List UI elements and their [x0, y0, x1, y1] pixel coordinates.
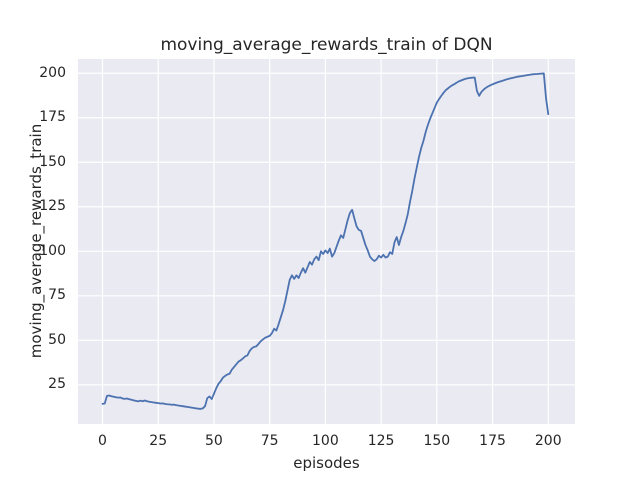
x-tick-label: 150 [423, 433, 451, 449]
x-tick-label: 200 [534, 433, 562, 449]
y-tick-label: 175 [39, 109, 66, 126]
y-tick-label: 50 [48, 331, 66, 348]
x-tick-label: 125 [367, 433, 395, 449]
y-axis-label: moving_average_rewards_train [27, 123, 45, 359]
y-tick-label: 25 [48, 376, 66, 393]
x-tick-label: 25 [149, 433, 168, 449]
y-tick-label: 100 [39, 242, 66, 259]
x-tick-label: 75 [260, 433, 279, 449]
y-tick-label: 75 [48, 287, 66, 304]
x-tick-label: 0 [98, 433, 107, 449]
chart-title: moving_average_rewards_train of DQN [160, 35, 493, 55]
x-tick-label: 100 [312, 433, 339, 449]
x-tick-label: 50 [205, 433, 223, 449]
x-tick-label: 175 [479, 433, 506, 449]
x-axis-label: episodes [293, 454, 360, 472]
plot-area [78, 59, 575, 424]
y-tick-label: 200 [39, 64, 66, 81]
y-tick-label: 125 [39, 198, 66, 215]
y-tick-label: 150 [39, 153, 66, 170]
reward-line [101, 72, 550, 410]
